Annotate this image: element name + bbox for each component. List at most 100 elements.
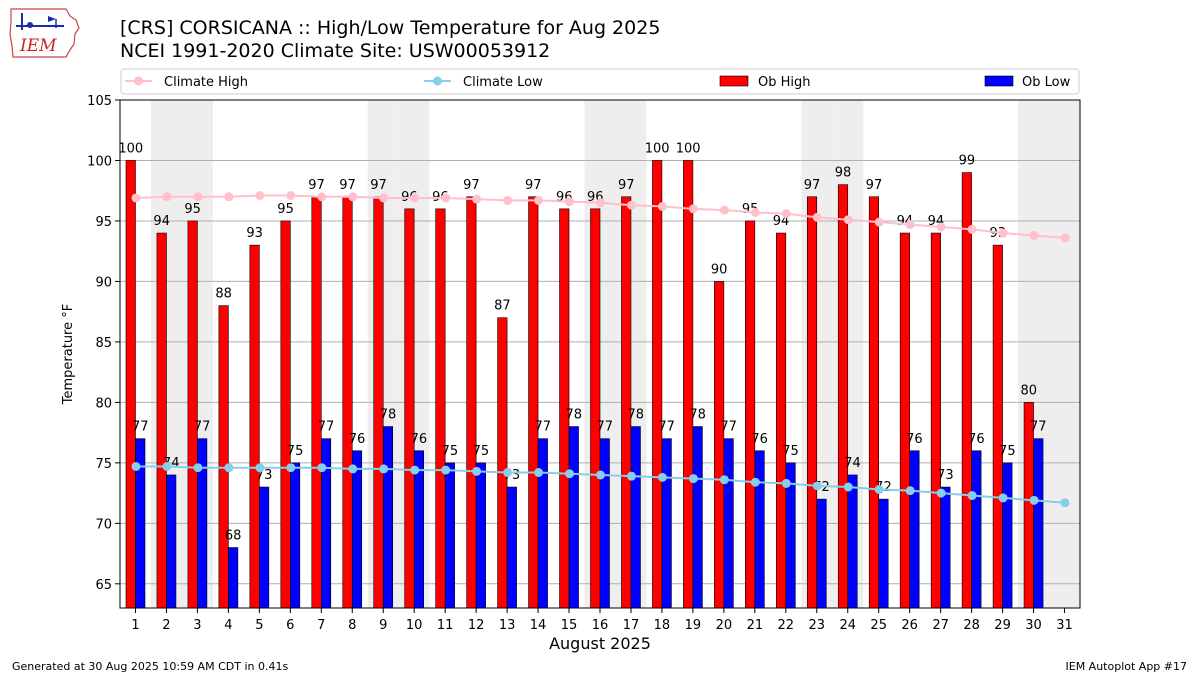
x-tick-label: 20: [716, 618, 733, 633]
ob-high-label: 97: [308, 178, 325, 193]
x-tick-label: 10: [406, 618, 423, 633]
climate-low-point: [657, 472, 667, 482]
legend-ob-high-label: Ob High: [758, 75, 811, 90]
climate-high-point: [255, 191, 265, 201]
climate-high-point: [657, 201, 667, 211]
climate-high-point: [1029, 230, 1039, 240]
y-tick-label: 95: [95, 215, 112, 230]
ob-high-bar: [404, 208, 415, 609]
ob-high-label: 97: [525, 178, 542, 193]
ob-high-label: 97: [618, 178, 635, 193]
climate-high-point: [193, 192, 203, 202]
x-tick-label: 9: [379, 618, 387, 633]
ob-high-bar: [466, 196, 477, 609]
ob-low-bar: [475, 462, 486, 609]
ob-low-bar: [444, 462, 455, 609]
ob-low-label: 73: [937, 468, 954, 483]
x-tick-label: 1: [131, 618, 139, 633]
ob-high-bar: [218, 305, 229, 609]
ob-low-label: 74: [844, 456, 861, 471]
climate-low-point: [1060, 498, 1070, 508]
x-tick-label: 23: [809, 618, 826, 633]
climate-high-point: [998, 228, 1008, 238]
climate-low-point: [905, 486, 915, 496]
chart-title: [CRS] CORSICANA :: High/Low Temperature …: [120, 17, 661, 39]
climate-low-point: [688, 474, 698, 484]
climate-high-point: [626, 200, 636, 210]
climate-low-point: [472, 466, 482, 476]
ob-high-label: 88: [215, 287, 232, 302]
ob-high-bar: [745, 220, 756, 609]
climate-high-point: [503, 195, 513, 205]
climate-high-point: [348, 192, 358, 202]
ob-low-label: 76: [349, 432, 366, 447]
x-tick-label: 14: [530, 618, 547, 633]
y-tick-label: 65: [95, 578, 112, 593]
ob-low-bar: [599, 438, 610, 609]
x-tick-label: 6: [286, 618, 294, 633]
ob-high-bar: [528, 196, 539, 609]
x-tick-label: 29: [994, 618, 1011, 633]
climate-low-point: [967, 491, 977, 501]
x-tick-label: 3: [193, 618, 201, 633]
ob-low-bar: [878, 498, 889, 609]
climate-low-point: [286, 463, 296, 473]
climate-low-point: [131, 461, 141, 471]
climate-high-point: [719, 205, 729, 215]
x-tick-label: 17: [623, 618, 640, 633]
climate-low-point: [193, 463, 203, 473]
ob-low-label: 77: [596, 420, 613, 435]
x-tick-label: 27: [932, 618, 949, 633]
x-tick-label: 22: [778, 618, 795, 633]
ob-low-label: 75: [473, 444, 490, 459]
ob-low-label: 68: [225, 529, 242, 544]
climate-low-point: [410, 465, 420, 475]
ob-high-bar: [249, 244, 260, 609]
ob-high-label: 98: [835, 166, 852, 181]
ob-high-bar: [961, 172, 972, 609]
climate-low-point: [812, 481, 822, 491]
climate-high-point: [967, 224, 977, 234]
ob-low-label: 78: [627, 408, 644, 423]
ob-high-label: 100: [118, 141, 143, 156]
x-tick-label: 21: [747, 618, 764, 633]
ob-high-label: 100: [645, 141, 670, 156]
y-axis-label: Temperature °F: [61, 304, 76, 405]
ob-low-label: 77: [132, 420, 149, 435]
ob-high-label: 97: [463, 178, 480, 193]
climate-low-point: [379, 464, 389, 474]
ob-low-bar: [971, 450, 982, 609]
ob-low-bar: [630, 426, 641, 609]
climate-low-point: [626, 471, 636, 481]
x-tick-label: 8: [348, 618, 356, 633]
climate-high-point: [750, 207, 760, 217]
ob-high-label: 95: [277, 202, 294, 217]
ob-low-label: 75: [287, 444, 304, 459]
ob-low-bar: [351, 450, 363, 609]
ob-low-bar: [692, 426, 703, 609]
legend-ob-low-swatch: [984, 75, 1014, 87]
climate-low-point: [874, 484, 884, 494]
ob-high-bar: [899, 232, 910, 609]
x-tick-label: 18: [654, 618, 671, 633]
ob-low-bar: [166, 474, 177, 609]
ob-low-bar: [382, 426, 394, 609]
climate-low-point: [596, 470, 605, 480]
climate-high-point: [1060, 233, 1070, 243]
climate-low-point: [565, 469, 575, 479]
app-credit: IEM Autoplot App #17: [1065, 660, 1188, 673]
logo-text: IEM: [19, 36, 57, 56]
ob-high-bar: [930, 232, 941, 609]
iem-logo-graphic: IEM: [9, 8, 80, 58]
ob-low-label: 78: [689, 408, 706, 423]
ob-high-bar: [714, 281, 725, 609]
climate-low-point: [843, 482, 853, 492]
weekend-shade: [1049, 100, 1080, 608]
ob-low-bar: [754, 450, 765, 609]
x-tick-label: 2: [162, 618, 170, 633]
x-tick-label: 31: [1056, 618, 1073, 633]
climate-high-point: [441, 193, 451, 203]
ob-high-label: 97: [866, 178, 883, 193]
ob-high-bar: [125, 160, 136, 609]
